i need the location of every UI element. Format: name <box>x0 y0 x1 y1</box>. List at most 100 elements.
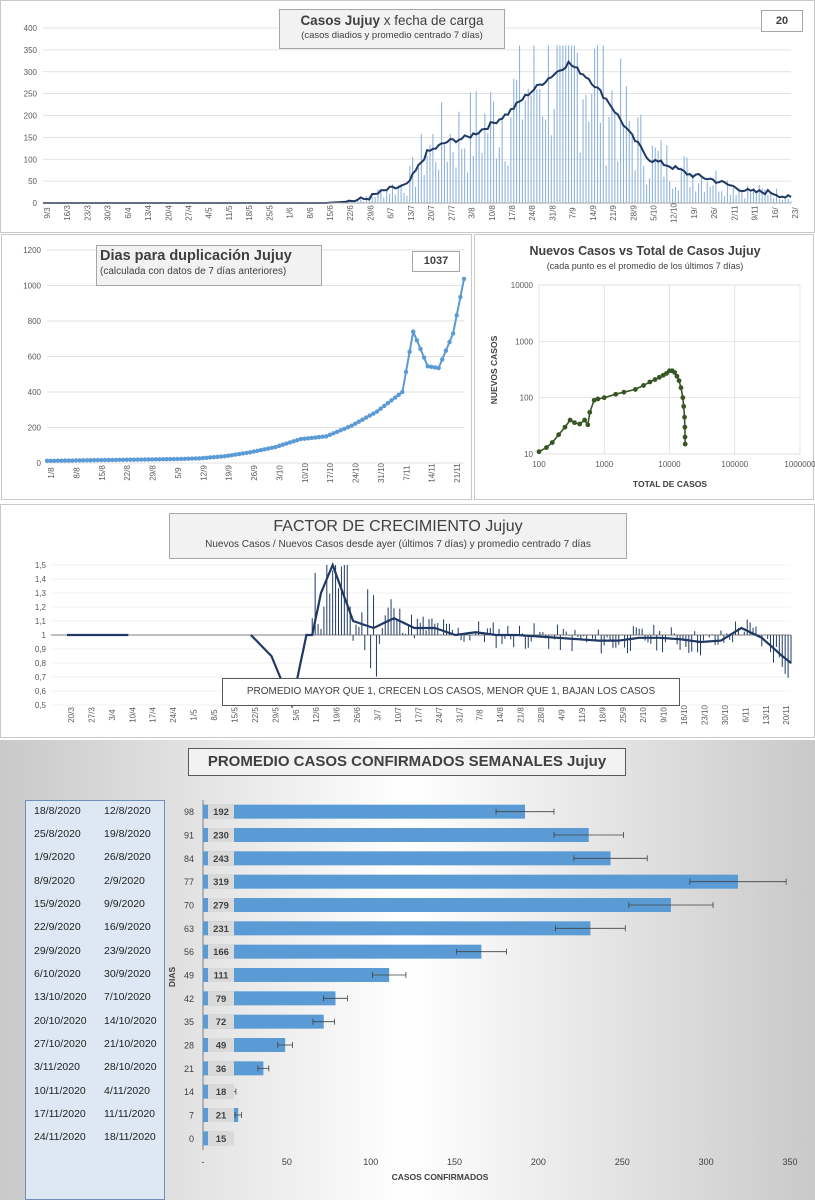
chart2-point <box>229 452 235 458</box>
chart2-x-tick: 14/11 <box>428 463 437 483</box>
chart5-y-label: DIAS <box>167 967 177 988</box>
chart3-point <box>567 417 573 423</box>
week-start-date: 21/10/2020 <box>104 1038 157 1050</box>
chart4-x-tick: 28/8 <box>537 707 546 723</box>
chart1-badge: 20 <box>761 10 803 32</box>
chart2-point <box>44 458 50 464</box>
chart3-subtitle: (cada punto es el promedio de los último… <box>547 261 744 271</box>
chart2-point <box>287 440 293 445</box>
chart4-y-tick: 0,6 <box>35 687 47 696</box>
chart4-y-tick: 0,9 <box>35 645 47 654</box>
chart2-x-tick: 3/10 <box>275 465 284 481</box>
chart4-x-tick: 11/9 <box>578 707 587 723</box>
week-end-date: 29/9/2020 <box>34 944 81 957</box>
chart4-x-tick: 26/6 <box>353 707 362 723</box>
chart1-x-tick: 20/7 <box>427 205 436 221</box>
chart2-x-tick: 5/9 <box>174 467 183 479</box>
chart1-title-box: Casos Jujuy x fecha de carga (casos diad… <box>279 9 505 49</box>
chart5-days-label: 84 <box>184 854 194 864</box>
chart3-point <box>656 374 662 380</box>
chart3-point <box>647 379 653 385</box>
chart3-x-tick: 100000 <box>721 460 748 469</box>
chart3-point <box>595 396 601 402</box>
chart2-point <box>153 457 158 462</box>
week-start-date: 23/9/2020 <box>104 944 151 957</box>
chart5-value-label: 230 <box>213 831 229 842</box>
chart3-point <box>641 383 646 388</box>
chart2-point <box>396 392 401 397</box>
chart2-point <box>240 451 246 456</box>
chart5-value-label: 166 <box>213 947 229 958</box>
week-start-date: 11/11/2020 <box>104 1108 155 1120</box>
week-end-date: 6/10/2020 <box>34 968 81 980</box>
chart1-x-tick: 30/3 <box>104 205 113 221</box>
chart2-point <box>320 434 325 439</box>
chart1-y-tick: 0 <box>33 199 38 208</box>
chart2-point <box>378 406 383 411</box>
chart1-x-tick: 15/6 <box>326 205 335 221</box>
chart3-point <box>682 414 687 420</box>
week-end-date: 17/11/2020 <box>34 1108 86 1120</box>
chart1-y-tick: 150 <box>24 133 38 142</box>
chart1-x-tick: 18/5 <box>245 205 254 221</box>
chart2-point <box>356 419 362 424</box>
chart2-point <box>432 365 438 370</box>
chart1-y-tick: 300 <box>24 68 38 77</box>
chart5-value-bg <box>208 1061 234 1076</box>
chart2-point <box>418 346 423 352</box>
daily-cases-chart: 0 50 100 150 200 250 300 350 400 9/3 16/3 23/3 30/3 6… <box>0 0 815 233</box>
chart2-point <box>255 448 260 454</box>
chart4-x-tick: 19/6 <box>333 707 342 723</box>
chart3-point <box>621 389 627 395</box>
chart1-y-tick: 250 <box>24 90 38 99</box>
chart3-point <box>562 424 568 430</box>
chart2-point <box>436 365 441 371</box>
week-start-date: 19/8/2020 <box>104 828 151 840</box>
chart1-y-tick: 200 <box>24 112 38 121</box>
chart2-point <box>302 436 307 441</box>
week-start-date: 18/11/2020 <box>104 1131 156 1144</box>
chart2-point <box>91 458 97 463</box>
chart1-x-tick: 1/6 <box>286 207 295 219</box>
chart5-value-bg <box>208 921 234 936</box>
chart5-days-label: 70 <box>184 901 194 911</box>
week-end-date: 3/11/2020 <box>34 1061 80 1074</box>
chart2-point <box>204 455 209 460</box>
chart2-point <box>236 451 242 457</box>
chart5-value-label: 49 <box>216 1041 227 1052</box>
chart2-point <box>305 436 311 441</box>
week-end-date: 15/9/2020 <box>34 898 81 910</box>
chart2-point <box>367 413 372 418</box>
chart5-value-bg <box>208 968 234 982</box>
chart2-badge: 1037 <box>412 251 460 272</box>
chart5-days-label: 0 <box>189 1134 194 1144</box>
chart5-value-label: 36 <box>216 1064 227 1075</box>
chart2-point <box>164 456 169 462</box>
week-start-date: 7/10/2020 <box>104 991 151 1004</box>
week-range-list: 18/8/2020 12/8/2020 25/8/2020 19/8/2020 1/9/… <box>25 800 165 1200</box>
chart2-y-tick: 400 <box>28 388 42 397</box>
chart1-x-tick: 22/6 <box>346 205 355 221</box>
chart1-x-tick: 8/6 <box>306 207 315 219</box>
chart5-bar <box>203 968 390 982</box>
doubling-days-chart: 0 200 400 600 800 1000 1200 1/8 8/8 15/8 22/8 29/8 5… <box>1 234 472 500</box>
chart2-point <box>284 441 289 446</box>
chart5-x-tick: 200 <box>531 1157 546 1167</box>
chart2-y-tick: 600 <box>28 353 42 362</box>
chart2-point <box>244 450 249 456</box>
chart3-point <box>652 377 658 382</box>
chart2-point <box>226 453 231 458</box>
chart2-point <box>400 389 405 395</box>
chart4-y-tick: 1,2 <box>35 603 47 612</box>
chart1-x-tick: 25/5 <box>265 205 274 221</box>
week-end-date: 27/10/2020 <box>34 1038 87 1050</box>
growth-factor-chart: 0,5 0,6 0,7 0,8 0,9 1 1,1 1,2 1,3 1,4 1,5 20/3 27/3 3… <box>0 504 815 738</box>
chart1-x-tick: 3/8 <box>468 207 477 219</box>
chart3-point <box>549 440 555 445</box>
chart5-value-label: 243 <box>213 854 229 865</box>
chart2-point <box>233 452 238 457</box>
chart2-point <box>262 447 267 452</box>
chart4-x-tick: 2/10 <box>639 707 648 723</box>
chart4-x-tick: 9/10 <box>660 707 669 723</box>
